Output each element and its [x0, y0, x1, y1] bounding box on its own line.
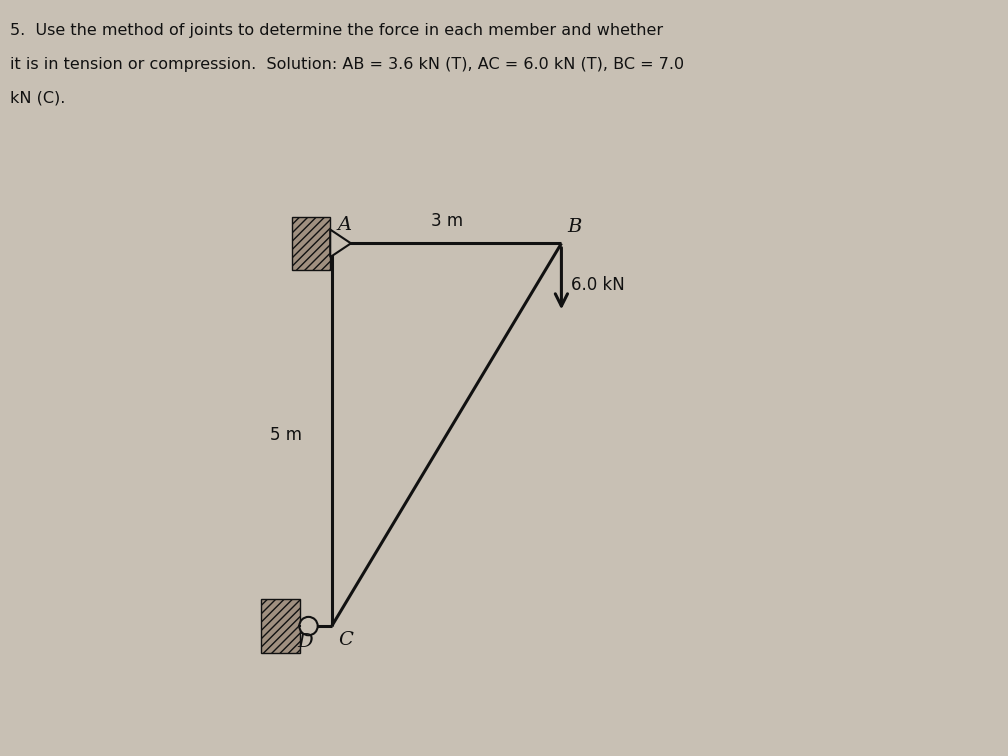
Text: 6.0 kN: 6.0 kN	[571, 277, 624, 294]
Text: A: A	[338, 215, 352, 234]
Polygon shape	[331, 230, 351, 257]
Text: D: D	[297, 634, 312, 652]
FancyBboxPatch shape	[261, 600, 299, 653]
Text: C: C	[338, 631, 353, 649]
Text: B: B	[568, 218, 582, 236]
Text: it is in tension or compression.  Solution: AB = 3.6 kN (T), AC = 6.0 kN (T), BC: it is in tension or compression. Solutio…	[10, 57, 684, 72]
Circle shape	[299, 617, 318, 635]
Text: 3 m: 3 m	[430, 212, 463, 230]
Text: 5.  Use the method of joints to determine the force in each member and whether: 5. Use the method of joints to determine…	[10, 23, 663, 38]
FancyBboxPatch shape	[292, 216, 331, 270]
Text: 5 m: 5 m	[270, 426, 301, 444]
Text: kN (C).: kN (C).	[10, 91, 66, 106]
